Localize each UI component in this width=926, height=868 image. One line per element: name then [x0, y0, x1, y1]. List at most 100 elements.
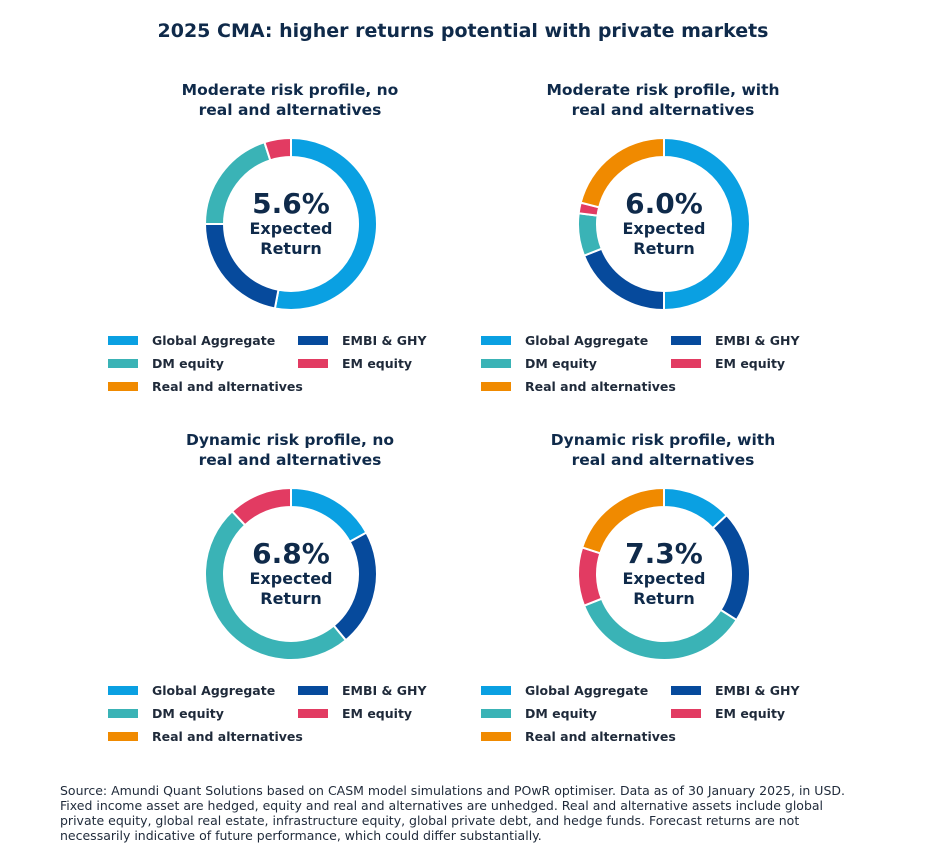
slice-global-aggregate	[663, 488, 729, 530]
panel-dynamic-with-alts: Dynamic risk profile, with real and alte…	[473, 430, 853, 760]
donut-svg	[578, 138, 750, 310]
legend-item-embi-ghy: EMBI & GHY	[671, 332, 800, 348]
legend-swatch	[298, 358, 328, 368]
panel-moderate-no-alts: Moderate risk profile, no real and alter…	[100, 80, 480, 410]
legend-label: Real and alternatives	[152, 728, 303, 744]
legend-item-global-aggregate: Global Aggregate	[108, 332, 275, 348]
donut-svg	[578, 488, 750, 660]
legend-swatch	[481, 358, 511, 368]
legend-swatch	[671, 358, 701, 368]
legend-label: Global Aggregate	[525, 332, 649, 348]
legend-label: DM equity	[525, 355, 597, 371]
donut-chart	[205, 138, 377, 310]
legend-label: Global Aggregate	[152, 682, 276, 698]
slice-embi-ghy	[582, 247, 665, 310]
legend-label: EM equity	[342, 355, 413, 371]
legend-item-em-equity: EM equity	[298, 705, 412, 721]
slice-embi-ghy	[711, 513, 750, 622]
panel-title-line-1: Moderate risk profile, no	[181, 81, 399, 99]
slice-real-and-alternatives	[579, 138, 665, 209]
slice-global-aggregate	[663, 138, 750, 310]
legend-label: DM equity	[525, 705, 597, 721]
legend-label: EM equity	[342, 705, 413, 721]
legend-label: Real and alternatives	[525, 378, 676, 394]
slice-dm-equity	[205, 140, 272, 225]
legend-item-real-and-alternatives: Real and alternatives	[108, 378, 303, 394]
legend-label: EM equity	[715, 355, 786, 371]
legend-swatch	[671, 708, 701, 718]
legend-swatch	[298, 685, 328, 695]
legend: Global Aggregate EMBI & GHY DM equity EM eq…	[100, 332, 480, 402]
donut-chart	[578, 138, 750, 310]
legend-swatch	[108, 685, 138, 695]
panel-title: Moderate risk profile, with real and alt…	[473, 80, 853, 120]
legend-item-embi-ghy: EMBI & GHY	[671, 682, 800, 698]
legend-label: DM equity	[152, 355, 224, 371]
legend-swatch	[298, 335, 328, 345]
slice-embi-ghy	[205, 223, 280, 310]
legend-item-embi-ghy: EMBI & GHY	[298, 332, 427, 348]
legend-label: EMBI & GHY	[342, 682, 427, 698]
donut-chart	[205, 488, 377, 660]
slice-real-and-alternatives	[580, 488, 665, 555]
panel-title-line-2: real and alternatives	[571, 101, 755, 119]
panel-title: Moderate risk profile, no real and alter…	[100, 80, 480, 120]
slice-dm-equity	[205, 509, 348, 660]
slice-global-aggregate	[273, 138, 377, 310]
slice-dm-equity	[582, 597, 738, 660]
panel-title-line-2: real and alternatives	[198, 101, 382, 119]
legend-label: EMBI & GHY	[715, 682, 800, 698]
legend-swatch	[671, 685, 701, 695]
panel-dynamic-no-alts: Dynamic risk profile, no real and altern…	[100, 430, 480, 760]
legend-label: EM equity	[715, 705, 786, 721]
legend-swatch	[671, 335, 701, 345]
slice-em-equity	[263, 138, 292, 162]
legend-swatch	[108, 731, 138, 741]
legend-swatch	[298, 708, 328, 718]
legend-label: Global Aggregate	[152, 332, 276, 348]
panel-title-line-1: Moderate risk profile, with	[546, 81, 780, 99]
legend-item-em-equity: EM equity	[671, 355, 785, 371]
legend-item-em-equity: EM equity	[298, 355, 412, 371]
legend-item-em-equity: EM equity	[671, 705, 785, 721]
legend-label: DM equity	[152, 705, 224, 721]
panel-title-line-1: Dynamic risk profile, with	[550, 431, 776, 449]
donut-chart	[578, 488, 750, 660]
legend-item-global-aggregate: Global Aggregate	[481, 682, 648, 698]
legend-label: EMBI & GHY	[715, 332, 800, 348]
main-title: 2025 CMA: higher returns potential with …	[157, 20, 769, 42]
slice-global-aggregate	[290, 488, 368, 544]
legend-swatch	[481, 381, 511, 391]
legend-swatch	[481, 685, 511, 695]
panel-title: Dynamic risk profile, with real and alte…	[473, 430, 853, 470]
legend-item-dm-equity: DM equity	[108, 705, 224, 721]
legend-item-dm-equity: DM equity	[481, 705, 597, 721]
slice-dm-equity	[578, 212, 604, 257]
panel-title: Dynamic risk profile, no real and altern…	[100, 430, 480, 470]
legend-item-real-and-alternatives: Real and alternatives	[481, 378, 676, 394]
legend-item-dm-equity: DM equity	[481, 355, 597, 371]
legend-label: Real and alternatives	[525, 728, 676, 744]
legend-label: EMBI & GHY	[342, 332, 427, 348]
source-footnote: Source: Amundi Quant Solutions based on …	[60, 783, 845, 843]
legend-swatch	[108, 358, 138, 368]
legend: Global Aggregate EMBI & GHY DM equity EM eq…	[100, 682, 480, 752]
legend: Global Aggregate EMBI & GHY DM equity EM eq…	[473, 682, 853, 752]
panel-moderate-with-alts: Moderate risk profile, with real and alt…	[473, 80, 853, 410]
slice-em-equity	[230, 488, 292, 527]
panel-title-line-1: Dynamic risk profile, no	[185, 431, 395, 449]
legend-item-real-and-alternatives: Real and alternatives	[108, 728, 303, 744]
legend-item-dm-equity: DM equity	[108, 355, 224, 371]
legend-swatch	[481, 708, 511, 718]
legend-item-global-aggregate: Global Aggregate	[481, 332, 648, 348]
donut-svg	[205, 488, 377, 660]
donut-svg	[205, 138, 377, 310]
legend-swatch	[108, 708, 138, 718]
legend-item-embi-ghy: EMBI & GHY	[298, 682, 427, 698]
panel-title-line-2: real and alternatives	[198, 451, 382, 469]
legend-item-global-aggregate: Global Aggregate	[108, 682, 275, 698]
panel-title-line-2: real and alternatives	[571, 451, 755, 469]
legend-label: Global Aggregate	[525, 682, 649, 698]
legend-swatch	[481, 335, 511, 345]
legend-label: Real and alternatives	[152, 378, 303, 394]
